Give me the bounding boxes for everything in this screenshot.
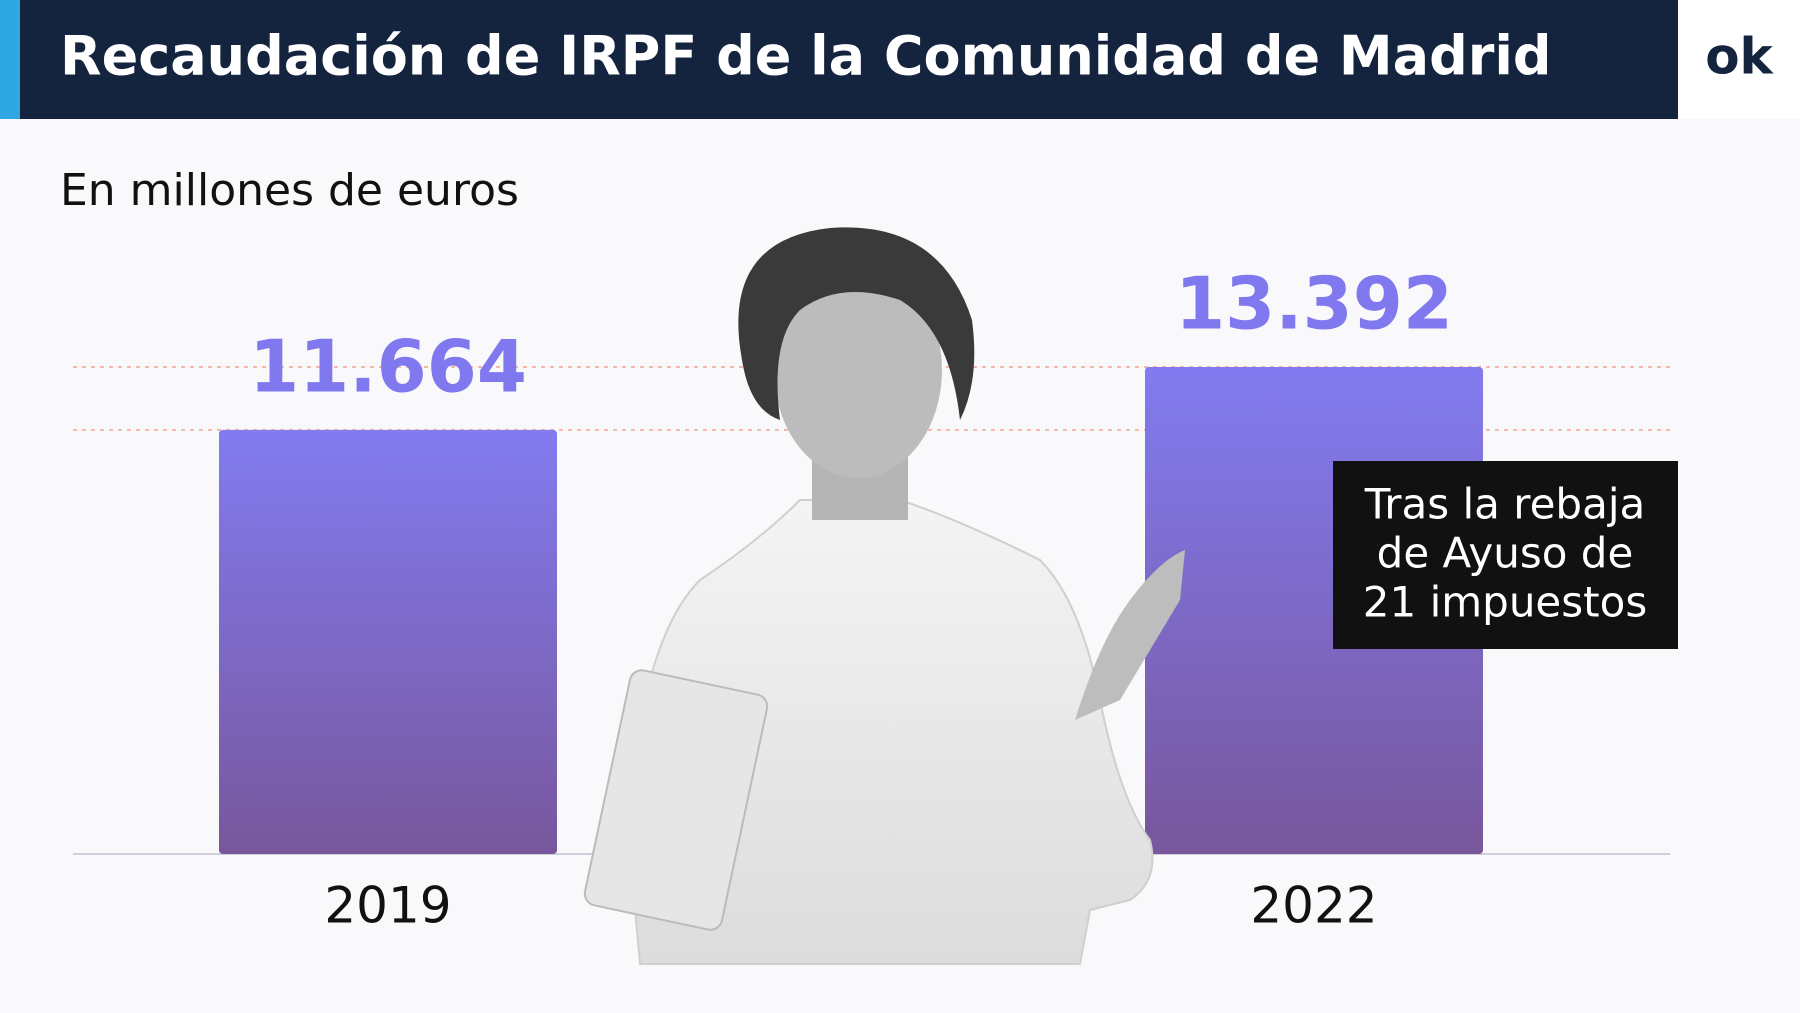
photo-hand bbox=[1075, 550, 1185, 720]
bar bbox=[219, 429, 557, 854]
photo-body bbox=[626, 499, 1154, 965]
photo-face bbox=[774, 262, 942, 478]
photo-folder bbox=[583, 669, 769, 931]
x-tick-label: 2022 bbox=[1250, 877, 1377, 935]
header-accent bbox=[0, 0, 20, 119]
logo-area bbox=[1678, 0, 1800, 119]
value-label: 13.392 bbox=[1175, 262, 1453, 346]
header-bar bbox=[0, 0, 1678, 119]
value-label: 11.664 bbox=[249, 324, 527, 408]
photo-hair bbox=[738, 227, 975, 420]
annotation-line: Tras la rebaja bbox=[1364, 480, 1645, 529]
chart-subtitle: En millones de euros bbox=[60, 165, 519, 216]
annotation-box bbox=[1333, 461, 1678, 649]
annotation-line: 21 impuestos bbox=[1363, 578, 1647, 627]
logo: ok bbox=[1705, 28, 1774, 86]
x-tick-label: 2019 bbox=[324, 877, 451, 935]
chart-title: Recaudación de IRPF de la Comunidad de M… bbox=[60, 25, 1552, 88]
annotation-line: de Ayuso de bbox=[1377, 529, 1634, 578]
photo bbox=[583, 227, 1185, 965]
plot: 11.664 2019 13.392 2022 bbox=[73, 262, 1670, 935]
